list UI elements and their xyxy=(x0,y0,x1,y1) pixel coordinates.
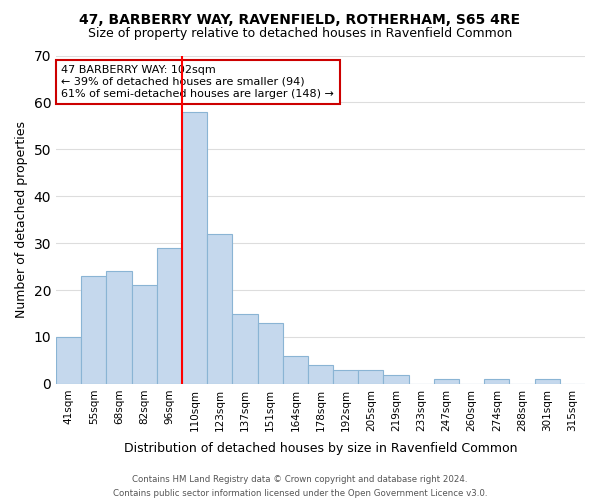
Bar xyxy=(157,248,182,384)
Bar xyxy=(484,379,509,384)
Bar xyxy=(81,276,106,384)
Bar xyxy=(535,379,560,384)
Bar xyxy=(131,286,157,384)
Bar xyxy=(257,323,283,384)
Text: Contains HM Land Registry data © Crown copyright and database right 2024.
Contai: Contains HM Land Registry data © Crown c… xyxy=(113,476,487,498)
Bar xyxy=(106,272,131,384)
Bar xyxy=(358,370,383,384)
Bar xyxy=(232,314,257,384)
Text: 47 BARBERRY WAY: 102sqm
← 39% of detached houses are smaller (94)
61% of semi-de: 47 BARBERRY WAY: 102sqm ← 39% of detache… xyxy=(61,66,334,98)
X-axis label: Distribution of detached houses by size in Ravenfield Common: Distribution of detached houses by size … xyxy=(124,442,517,455)
Bar xyxy=(383,374,409,384)
Y-axis label: Number of detached properties: Number of detached properties xyxy=(15,121,28,318)
Bar xyxy=(283,356,308,384)
Bar xyxy=(207,234,232,384)
Bar xyxy=(434,379,459,384)
Bar xyxy=(333,370,358,384)
Text: 47, BARBERRY WAY, RAVENFIELD, ROTHERHAM, S65 4RE: 47, BARBERRY WAY, RAVENFIELD, ROTHERHAM,… xyxy=(79,12,521,26)
Bar xyxy=(308,365,333,384)
Text: Size of property relative to detached houses in Ravenfield Common: Size of property relative to detached ho… xyxy=(88,28,512,40)
Bar xyxy=(182,112,207,384)
Bar xyxy=(56,337,81,384)
